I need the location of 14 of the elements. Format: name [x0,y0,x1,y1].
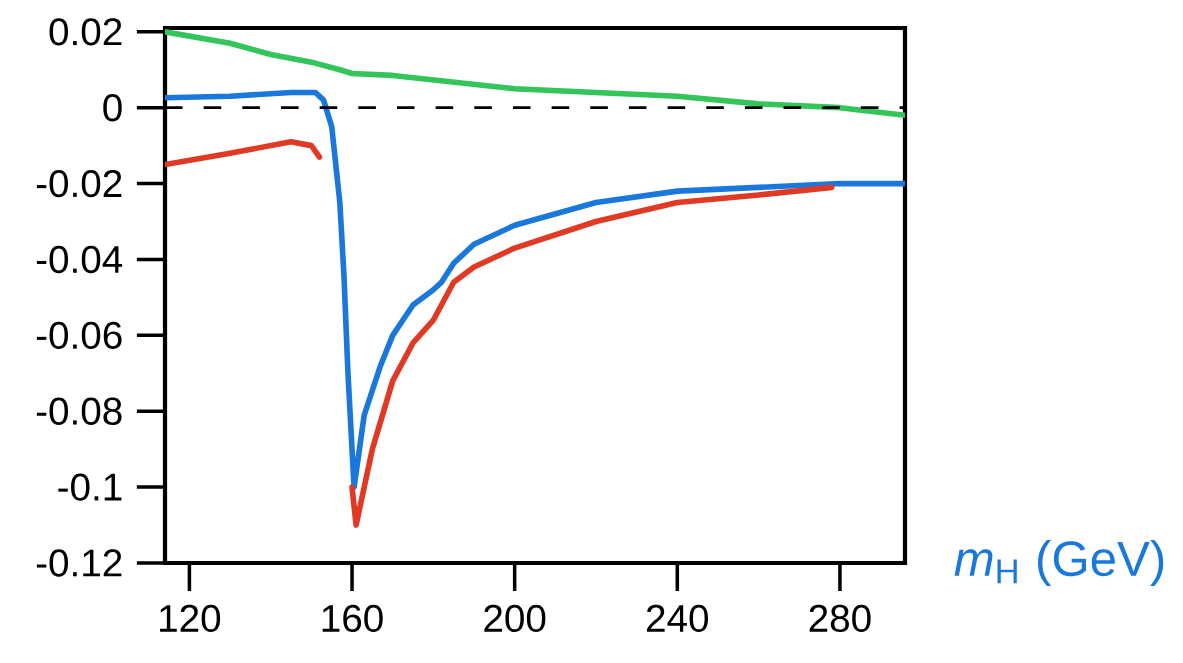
y-tick-label: -0.08 [36,397,122,425]
y-tick-label: -0.06 [36,321,122,350]
x-tick-label: 280 [809,604,871,633]
x-tick-label: 200 [484,604,546,633]
y-tick-label: -0.1 [58,473,122,501]
y-tick-label: -0.12 [36,549,122,577]
x-tick-label: 120 [160,604,221,633]
x-tick-label: 240 [646,604,708,633]
y-tick-label: 0.02 [49,18,122,46]
y-tick-label: 0 [103,94,122,122]
x-tick-label: 160 [322,604,383,633]
y-tick-label: -0.02 [36,169,122,198]
y-tick-label: -0.04 [36,245,123,274]
x-axis-title: m$_{H}$ (GeV) [954,540,1164,586]
